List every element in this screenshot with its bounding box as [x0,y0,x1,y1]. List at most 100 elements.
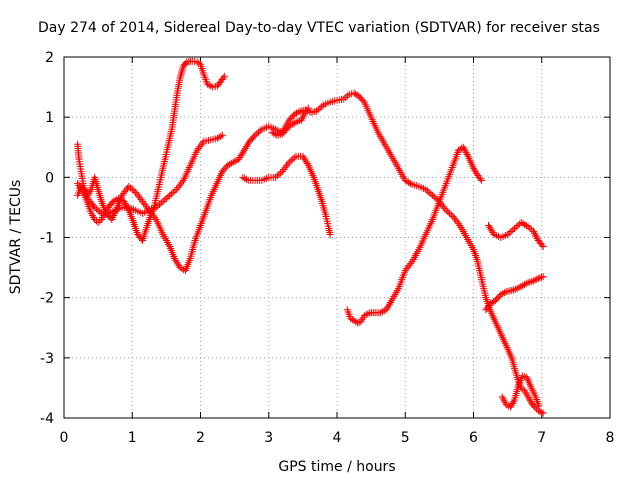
data-point [508,286,516,294]
data-point [506,403,514,411]
y-axis-label: SDTVAR / TECUs [8,180,24,295]
data-point [92,205,100,213]
data-point [235,155,243,163]
data-point [91,203,99,211]
data-point [536,408,544,416]
data-point [124,205,132,213]
series-8 [482,273,547,314]
data-point [284,160,292,168]
data-point [171,255,179,263]
data-point [476,175,484,183]
data-point [530,277,538,285]
data-point [439,203,447,211]
data-point [218,131,226,139]
y-tick-label: -2 [40,291,54,307]
data-point [77,182,85,190]
series-1 [74,131,226,217]
data-point [161,196,169,204]
data-point [239,173,247,181]
data-point [353,319,361,327]
y-tick-label: 1 [45,110,54,126]
data-point [94,206,102,214]
data-point [96,217,104,225]
data-point [538,408,546,416]
data-point [513,285,521,293]
y-tick-label: -3 [40,351,54,367]
data-point [175,182,183,190]
data-point [430,193,438,201]
data-point [520,281,528,289]
data-point [528,277,536,285]
x-tick-label: 3 [264,430,273,446]
data-point [285,158,293,166]
data-point [510,286,518,294]
x-tick-label: 2 [196,430,205,446]
data-point [196,143,204,151]
data-point [505,229,513,237]
data-point [302,158,310,166]
series-4 [268,104,312,139]
data-point [379,308,386,316]
data-point [118,191,126,199]
data-point [119,190,127,198]
data-point [530,227,538,235]
data-point [277,169,285,177]
data-point [79,184,87,192]
data-point [194,144,202,152]
data-point [253,130,261,138]
data-point [406,180,414,187]
data-point [157,199,165,207]
data-point [299,152,307,160]
data-point [532,233,540,241]
data-point [280,166,288,174]
data-point [511,285,519,293]
x-tick-label: 1 [128,430,137,446]
data-point [444,208,452,216]
data-point [313,107,321,115]
data-point [123,203,131,211]
data-point [242,175,250,183]
data-point [507,227,515,235]
data-point [182,59,190,67]
data-point [515,284,523,292]
data-point [205,81,213,89]
data-point [442,206,450,214]
data-point [508,400,516,408]
data-point [510,224,518,232]
data-point [441,205,449,213]
data-point [90,202,98,210]
data-point [130,187,138,195]
data-point [429,191,437,199]
data-point [535,402,543,410]
data-point [203,80,211,88]
data-point [122,186,130,194]
data-point [407,259,415,267]
data-point [359,97,367,105]
data-point [242,143,250,151]
data-point [237,152,245,160]
data-point [316,104,324,112]
data-point [140,199,148,207]
data-point [91,215,99,223]
data-point [231,157,239,165]
data-point [172,256,180,264]
data-point [241,144,249,152]
data-point [151,214,159,222]
data-point [534,274,542,282]
data-point [519,282,527,290]
data-point [450,214,458,222]
data-point [217,132,225,140]
data-point [219,74,227,82]
data-point [121,199,129,207]
data-point [509,226,517,234]
data-point [362,311,370,319]
data-point [174,260,182,268]
data-point [473,170,481,178]
data-point [251,131,259,139]
data-point [132,188,140,196]
data-point [138,197,146,205]
data-point [522,280,530,288]
data-point [453,218,461,226]
data-point [486,223,494,231]
data-point [526,278,534,286]
